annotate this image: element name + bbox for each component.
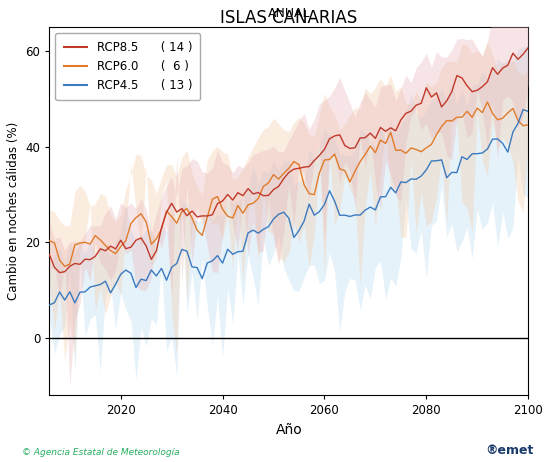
Y-axis label: Cambio en noches cálidas (%): Cambio en noches cálidas (%) bbox=[7, 122, 20, 300]
Text: © Agencia Estatal de Meteorología: © Agencia Estatal de Meteorología bbox=[22, 449, 180, 457]
Legend: RCP8.5      ( 14 ), RCP6.0      (  6 ), RCP4.5      ( 13 ): RCP8.5 ( 14 ), RCP6.0 ( 6 ), RCP4.5 ( 13… bbox=[56, 33, 200, 100]
X-axis label: Año: Año bbox=[276, 423, 302, 437]
Title: ISLAS CANARIAS: ISLAS CANARIAS bbox=[220, 9, 358, 27]
Text: ANUAL: ANUAL bbox=[267, 7, 310, 20]
Text: ®emet: ®emet bbox=[485, 444, 534, 457]
